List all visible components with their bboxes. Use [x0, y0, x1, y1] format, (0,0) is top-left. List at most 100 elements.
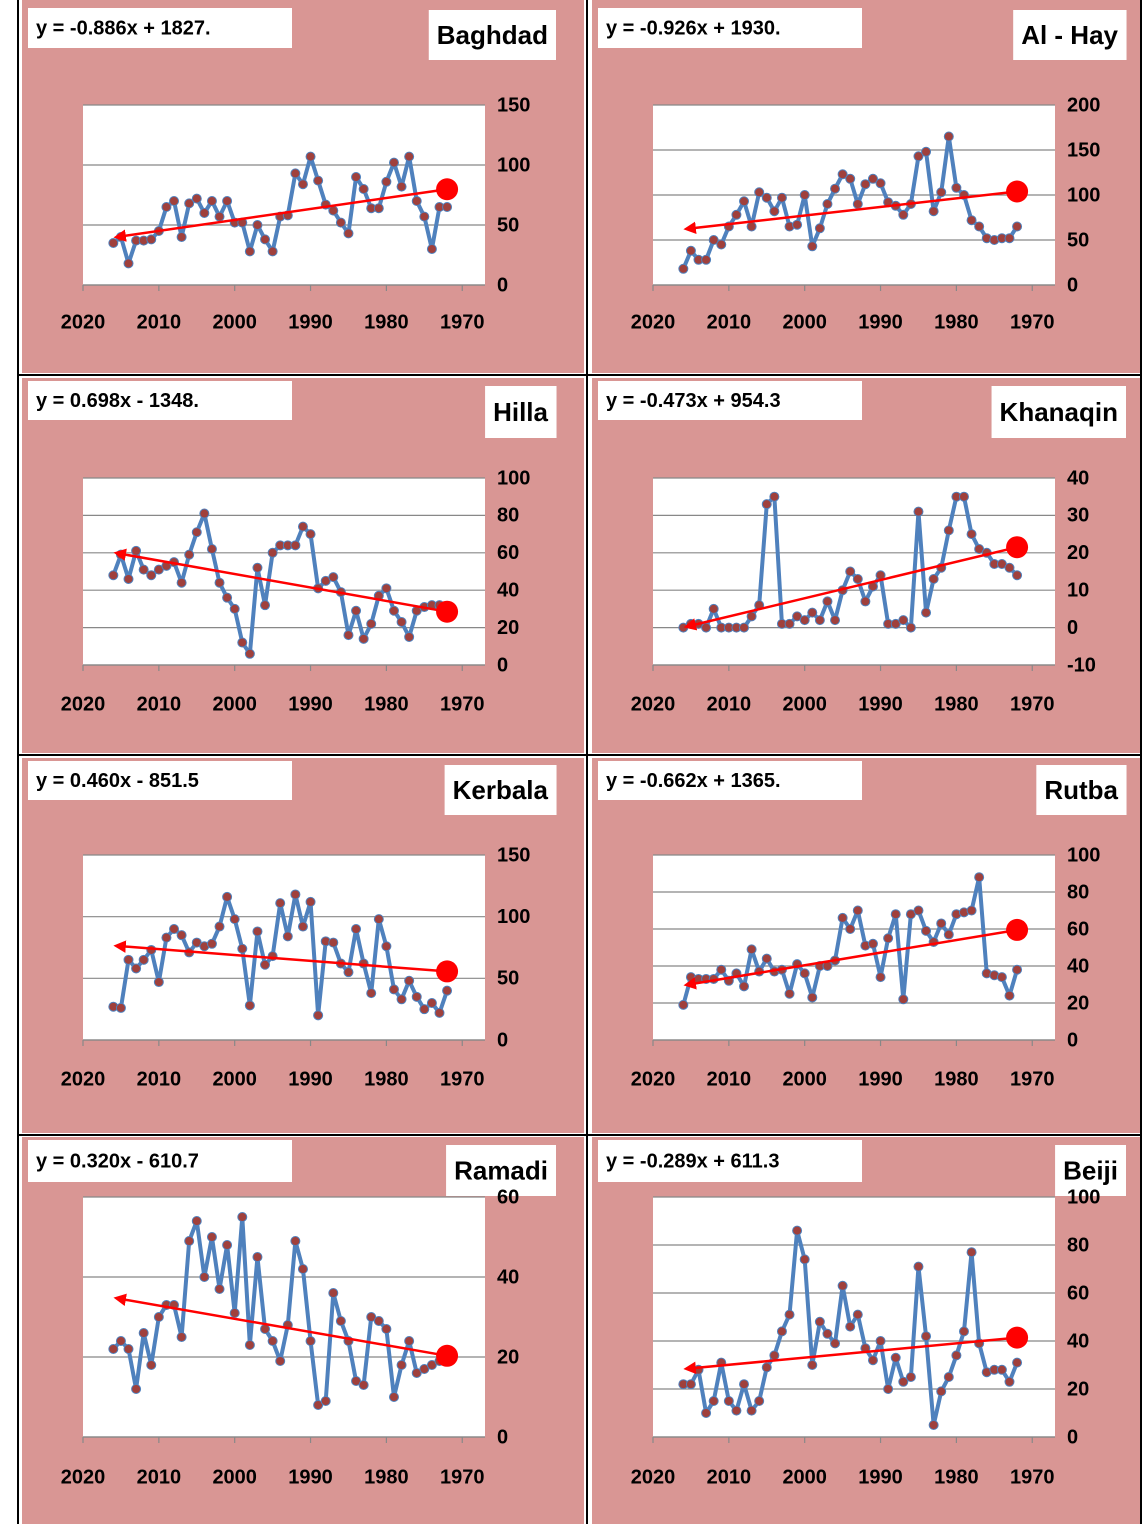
data-point — [381, 941, 392, 952]
data-point — [761, 499, 772, 510]
y-tick-label: 100 — [497, 467, 530, 489]
chart-title: Baghdad — [437, 20, 548, 50]
data-point — [761, 192, 772, 203]
data-point — [161, 932, 172, 943]
data-point — [184, 1236, 195, 1246]
data-point — [290, 1236, 301, 1246]
trend-end-dot — [436, 178, 459, 201]
y-tick-label: 0 — [1067, 617, 1078, 639]
data-point — [343, 967, 354, 978]
data-point — [769, 206, 780, 217]
y-tick-label: 10 — [1067, 579, 1089, 601]
data-point — [328, 205, 339, 216]
data-point — [161, 202, 172, 212]
data-point — [199, 208, 210, 218]
x-tick-label: 2010 — [137, 1466, 182, 1488]
data-point — [305, 896, 316, 907]
data-point — [708, 1396, 719, 1406]
trend-line — [113, 188, 448, 242]
chart: y = 0.320x - 610.7 Ramadi 0 20 40 60 2020 2010 2… — [22, 1137, 584, 1524]
data-point — [867, 1355, 878, 1366]
data-point — [343, 630, 354, 641]
data-point — [206, 938, 217, 949]
data-point — [229, 914, 240, 925]
y-tick-label: 40 — [1067, 955, 1089, 977]
data-point — [837, 1280, 848, 1291]
x-tick-label: 2000 — [212, 1466, 257, 1488]
x-tick-label: 1990 — [858, 1068, 903, 1090]
data-point — [373, 203, 384, 214]
data-point — [214, 921, 225, 932]
plot-area — [83, 105, 485, 285]
data-point — [822, 199, 833, 209]
y-tick-label: 20 — [497, 617, 519, 639]
data-point — [807, 992, 818, 1003]
data-point — [761, 953, 772, 964]
y-tick-label: 100 — [1067, 1186, 1100, 1208]
chart: y = -0.662x + 1365. Rutba 0 20 40 60 80 100 2020… — [592, 758, 1141, 1133]
equation-box — [28, 761, 292, 800]
data-point — [297, 921, 308, 932]
data-point — [845, 1321, 856, 1332]
data-point — [890, 909, 901, 920]
data-point — [351, 1376, 362, 1386]
data-point — [108, 238, 119, 248]
y-tick-label: 50 — [1067, 229, 1089, 251]
data-point — [237, 637, 248, 648]
data-point — [252, 220, 263, 230]
data-point — [373, 914, 384, 925]
data-point — [739, 622, 750, 633]
data-point — [723, 1396, 734, 1406]
data-point — [222, 592, 233, 603]
data-point — [313, 1400, 324, 1410]
y-tick-label: 80 — [1067, 1234, 1089, 1256]
equation: y = -0.662x + 1365. — [606, 770, 781, 792]
data-point — [222, 1240, 233, 1250]
data-point — [404, 631, 415, 642]
data-point — [799, 968, 810, 979]
data-point — [1004, 233, 1015, 244]
data-point — [966, 529, 977, 540]
data-point — [746, 221, 757, 232]
x-tick-label: 2010 — [137, 311, 182, 333]
data-point — [1004, 990, 1015, 1001]
data-point — [921, 146, 932, 157]
data-point — [138, 954, 149, 965]
data-point — [214, 211, 225, 222]
data-point — [176, 930, 187, 941]
data-point — [343, 228, 354, 239]
data-point — [252, 926, 263, 937]
x-tick-label: 1990 — [858, 311, 903, 333]
data-point — [883, 933, 894, 944]
chart: y = -0.926x + 1930. Al - Hay 0 50 100 150 200 2… — [592, 0, 1141, 373]
data-point — [131, 1384, 142, 1394]
y-tick-label: -10 — [1067, 654, 1096, 676]
data-point — [244, 1340, 255, 1350]
y-tick-label: 100 — [1067, 844, 1100, 866]
title-box — [1055, 1145, 1126, 1196]
data-point — [852, 573, 863, 584]
data-point — [898, 209, 909, 220]
data-point — [419, 211, 430, 222]
data-point — [358, 184, 369, 194]
data-point — [388, 157, 399, 168]
x-tick-label: 1970 — [440, 311, 485, 333]
equation: y = 0.320x - 610.7 — [36, 1150, 199, 1172]
data-point — [442, 202, 453, 212]
data-point — [351, 924, 362, 934]
data-point — [1012, 570, 1023, 581]
data-point — [784, 618, 795, 629]
data-point — [1012, 1357, 1023, 1368]
data-point — [883, 1384, 894, 1394]
data-point — [275, 898, 286, 909]
data-point — [921, 1331, 932, 1342]
data-point — [966, 215, 977, 226]
x-tick-label: 1990 — [288, 693, 333, 715]
data-point — [275, 1356, 286, 1366]
trend-line — [683, 545, 1018, 631]
data-point — [913, 151, 924, 162]
x-tick-label: 1990 — [288, 311, 333, 333]
y-tick-label: 20 — [1067, 542, 1089, 564]
data-point — [708, 235, 719, 245]
